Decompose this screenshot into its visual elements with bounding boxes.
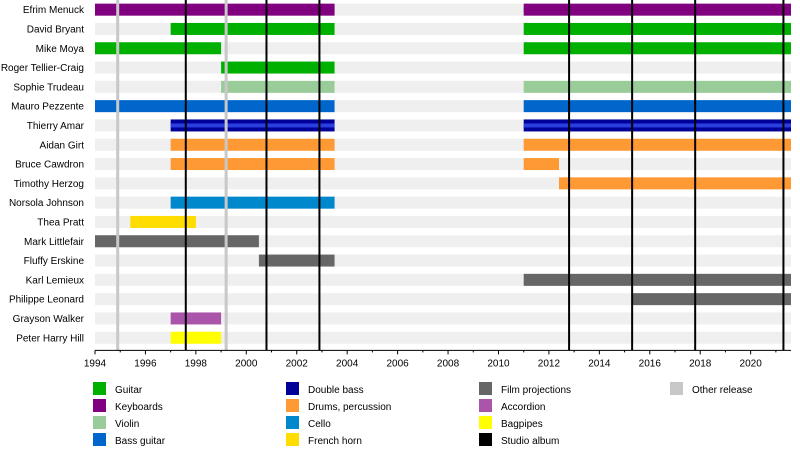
member-name: Thea Pratt — [37, 217, 84, 228]
bar-guitar — [221, 61, 335, 74]
x-tick-label: 2002 — [286, 358, 309, 369]
row-background — [95, 254, 791, 267]
member-name: Mark Littlefair — [24, 237, 85, 248]
legend-swatch — [479, 382, 492, 395]
legend-swatch — [670, 382, 683, 395]
legend-label: Drums, percussion — [308, 402, 391, 413]
legend-swatch — [93, 433, 106, 446]
row-background — [95, 293, 791, 306]
legend-label: Film projections — [501, 385, 571, 396]
member-name: Roger Tellier-Craig — [1, 63, 84, 74]
legend-label: Guitar — [115, 385, 143, 396]
row-background — [95, 235, 791, 248]
bar-bass-guitar — [95, 100, 335, 113]
bar-french-horn — [130, 215, 196, 228]
x-axis: 1994 1996 1998 2000 2002 2004 2006 2008 2010 2012… — [84, 349, 791, 369]
legend: Guitar Keyboards Violin Bass guitar Double b… — [93, 382, 753, 447]
member-name: Karl Lemieux — [26, 275, 84, 286]
legend-label: Double bass — [308, 385, 364, 396]
member-name: Grayson Walker — [13, 314, 85, 325]
member-name: Bruce Cawdron — [15, 160, 84, 171]
legend-label: French horn — [308, 436, 362, 447]
legend-swatch — [286, 399, 299, 412]
member-name: Philippe Leonard — [9, 295, 84, 306]
legend-label: Violin — [115, 419, 139, 430]
member-name: Mike Moya — [36, 44, 85, 55]
legend-swatch — [93, 416, 106, 429]
legend-swatch — [479, 416, 492, 429]
x-tick-label: 2008 — [437, 358, 460, 369]
x-tick-label: 2014 — [588, 358, 611, 369]
legend-label: Cello — [308, 419, 331, 430]
bar-guitar — [523, 22, 791, 35]
x-tick-label: 1994 — [84, 358, 107, 369]
legend-label: Bass guitar — [115, 436, 166, 447]
bar-guitar — [523, 42, 791, 55]
x-tick-label: 2010 — [487, 358, 510, 369]
x-tick-label: 2016 — [639, 358, 662, 369]
release-lines — [116, 0, 785, 351]
legend-swatch — [93, 399, 106, 412]
bar-guitar — [95, 42, 222, 55]
bar-bass-guitar — [523, 100, 791, 113]
bar-double-bass-stripe — [523, 123, 791, 128]
member-name: Thierry Amar — [27, 121, 85, 132]
legend-swatch — [286, 382, 299, 395]
bar-keyboards — [95, 3, 335, 16]
bar-violin — [221, 80, 335, 93]
member-name: David Bryant — [27, 24, 84, 35]
bar-drums-percussion — [170, 138, 335, 151]
row-background — [95, 61, 791, 74]
bar-film-projections — [95, 235, 259, 248]
member-name: Mauro Pezzente — [11, 102, 84, 113]
legend-swatch — [479, 433, 492, 446]
legend-label: Other release — [692, 385, 753, 396]
bar-guitar — [170, 22, 335, 35]
bar-film-projections — [258, 254, 335, 267]
member-name: Fluffy Erskine — [24, 256, 85, 267]
bar-film-projections — [523, 273, 791, 286]
x-tick-label: 2012 — [538, 358, 561, 369]
bar-double-bass-stripe — [170, 123, 335, 128]
bar-accordion — [170, 312, 222, 325]
legend-swatch — [286, 433, 299, 446]
row-background — [95, 331, 791, 344]
x-tick-label: 1998 — [185, 358, 208, 369]
bar-bagpipes — [170, 331, 222, 344]
member-name: Aidan Girt — [40, 140, 85, 151]
x-tick-label: 1996 — [134, 358, 157, 369]
bar-film-projections — [632, 293, 791, 306]
member-name: Sophie Trudeau — [13, 82, 84, 93]
legend-swatch — [93, 382, 106, 395]
bar-keyboards — [523, 3, 791, 16]
x-tick-label: 2006 — [386, 358, 409, 369]
member-name: Efrim Menuck — [23, 5, 85, 16]
legend-label: Keyboards — [115, 402, 163, 413]
legend-swatch — [479, 399, 492, 412]
bar-drums-percussion — [523, 138, 791, 151]
member-name: Peter Harry Hill — [16, 333, 84, 344]
member-labels: Efrim Menuck David Bryant Mike Moya Roger T… — [1, 5, 85, 344]
legend-label: Bagpipes — [501, 419, 543, 430]
row-backgrounds — [95, 3, 791, 344]
bar-drums-percussion — [170, 158, 335, 171]
row-background — [95, 312, 791, 325]
member-bars — [95, 3, 791, 344]
member-name: Timothy Herzog — [14, 179, 84, 190]
x-tick-label: 2000 — [235, 358, 258, 369]
bar-drums-percussion — [523, 158, 559, 171]
member-name: Norsola Johnson — [9, 198, 84, 209]
bar-drums-percussion — [559, 177, 791, 190]
legend-label: Studio album — [501, 436, 559, 447]
legend-label: Accordion — [501, 402, 545, 413]
x-tick-label: 2018 — [689, 358, 712, 369]
bar-violin — [523, 80, 791, 93]
x-tick-label: 2004 — [336, 358, 359, 369]
bar-cello — [170, 196, 335, 209]
legend-swatch — [286, 416, 299, 429]
row-background — [95, 215, 791, 228]
x-tick-label: 2020 — [740, 358, 763, 369]
